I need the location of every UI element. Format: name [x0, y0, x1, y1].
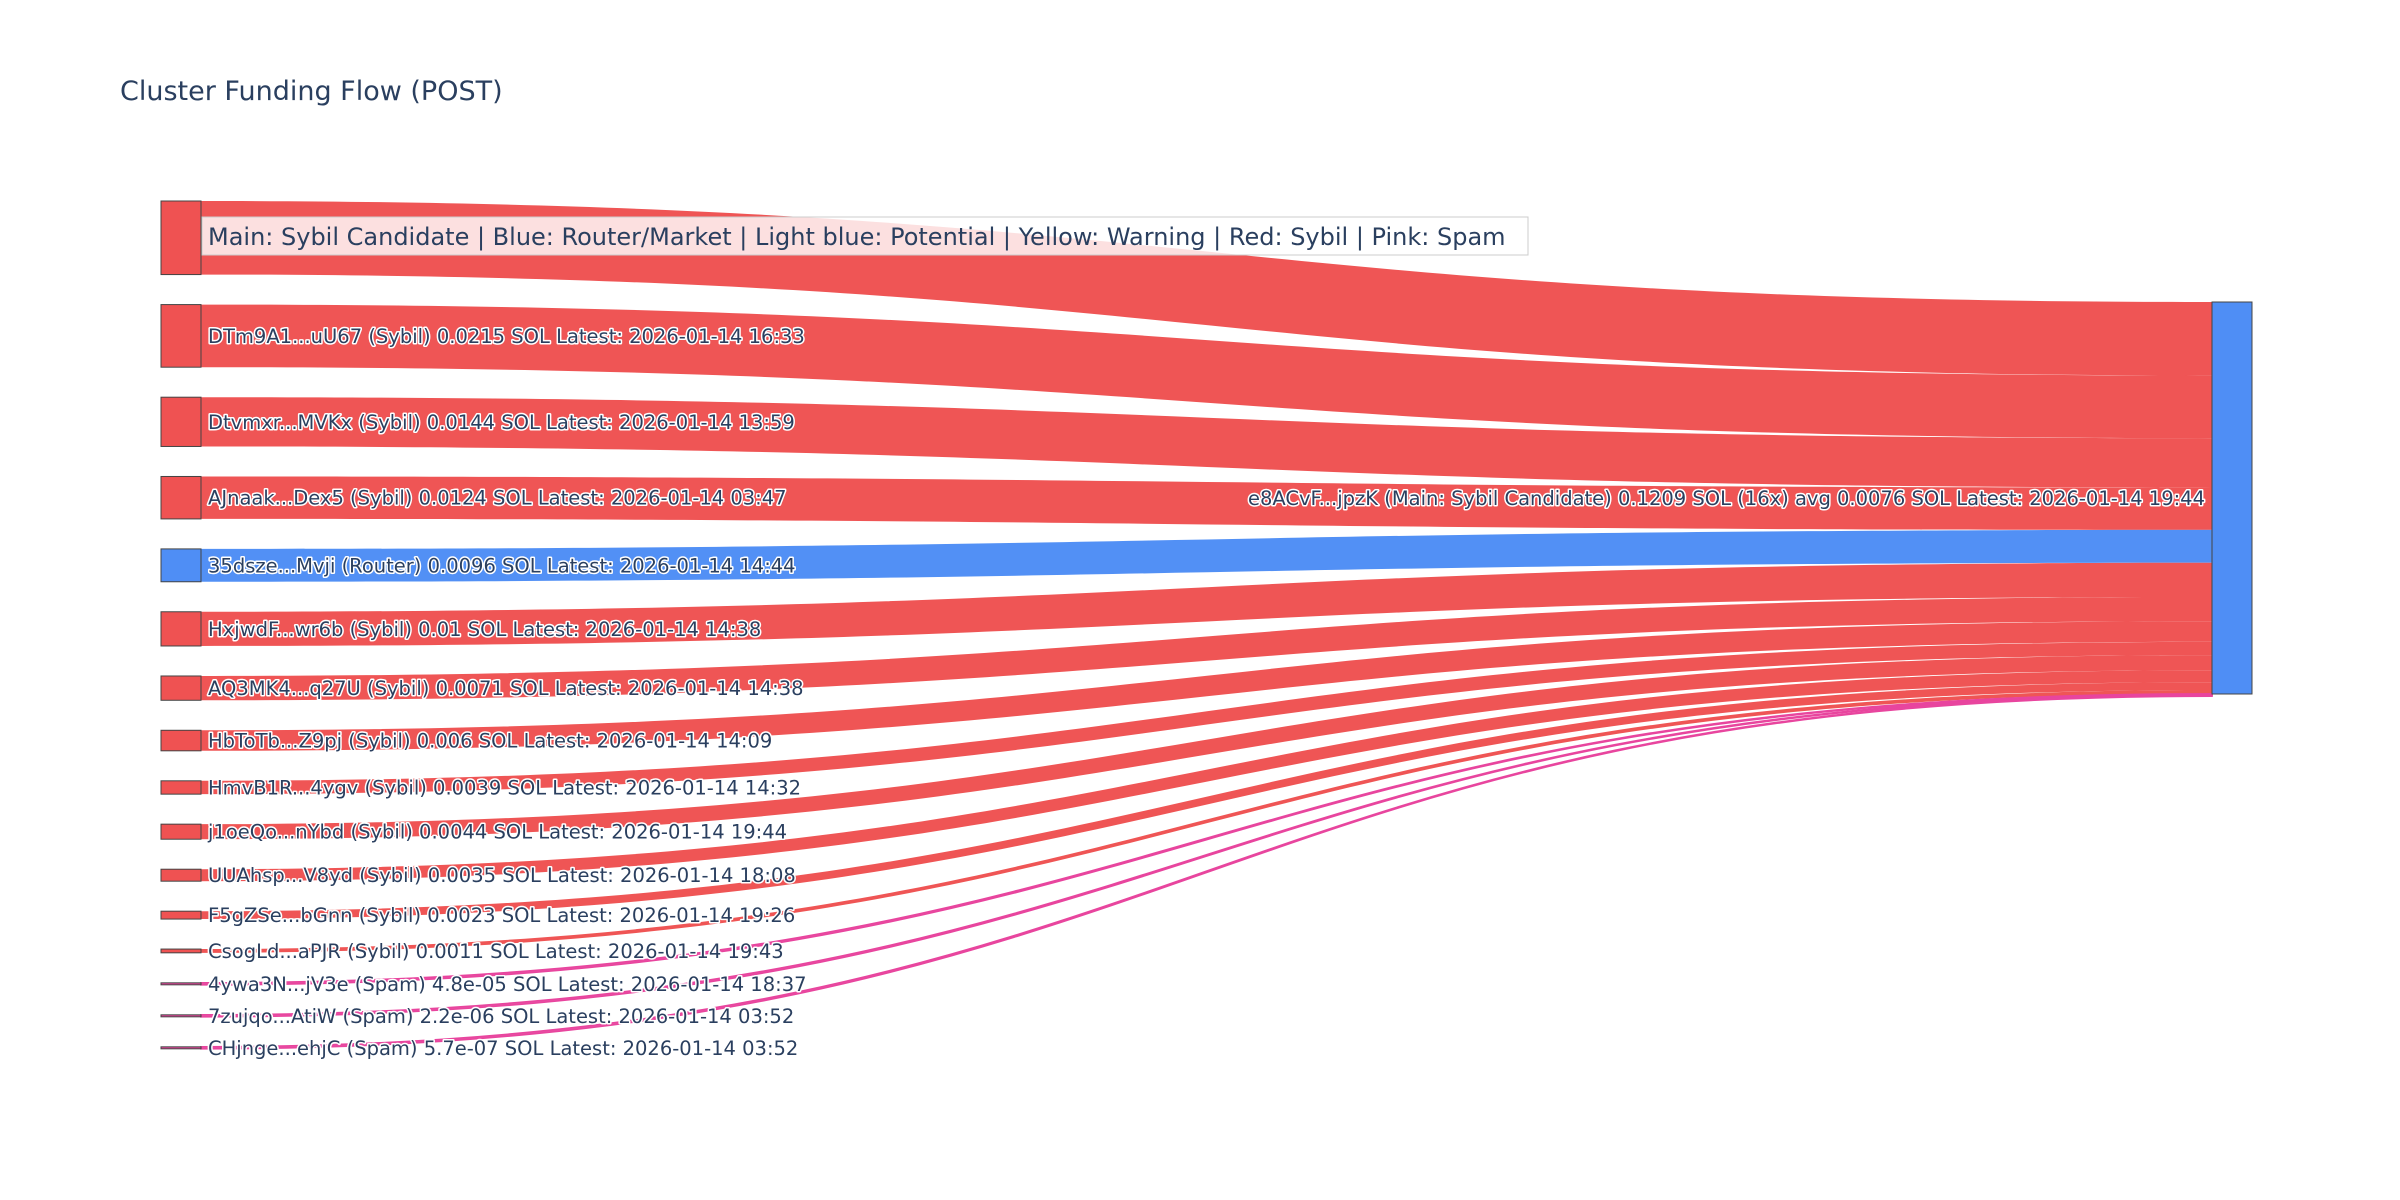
flow-link-9 — [201, 655, 2212, 840]
flow-links — [200, 201, 2213, 1050]
source-node-1 — [160, 304, 202, 368]
source-label-5: HxjwdF...wr6b (Sybil) 0.01 SOL Latest: 2… — [208, 618, 761, 641]
source-node-7 — [160, 729, 202, 752]
flow-link-1 — [201, 304, 2212, 439]
source-node-6 — [160, 675, 202, 701]
source-label-14: 7zujqo...AtiW (Spam) 2.2e-06 SOL Latest:… — [208, 1005, 794, 1028]
source-label-6: AQ3MK4...q27U (Sybil) 0.0071 SOL Latest:… — [208, 677, 804, 700]
flow-link-12 — [201, 690, 2212, 953]
flow-link-6 — [201, 596, 2212, 701]
source-node-0 — [160, 200, 202, 276]
source-node-9 — [160, 823, 202, 840]
source-node-2 — [160, 396, 202, 447]
source-label-8: HmvB1R...4ygv (Sybil) 0.0039 SOL Latest:… — [208, 776, 801, 799]
source-node-15 — [160, 1046, 202, 1050]
source-node-5 — [160, 611, 202, 647]
target-label: e8ACvF...jpzK (Main: Sybil Candidate) 0.… — [1248, 487, 2205, 510]
source-label-1: DTm9A1...uU67 (Sybil) 0.0215 SOL Latest:… — [208, 325, 805, 348]
source-node-4 — [160, 548, 202, 583]
source-node-10 — [160, 868, 202, 882]
flow-link-2 — [201, 397, 2212, 488]
source-label-9: j1oeQo...nYbd (Sybil) 0.0044 SOL Latest:… — [207, 821, 787, 844]
source-label-2: Dtvmxr...MVKx (Sybil) 0.0144 SOL Latest:… — [208, 411, 795, 434]
flow-link-15 — [200, 694, 2213, 1050]
source-label-11: F5gZSe...bGnn (Sybil) 0.0023 SOL Latest:… — [208, 904, 795, 927]
flow-link-7 — [201, 621, 2212, 751]
target-node — [2211, 301, 2253, 695]
source-label-12: CsogLd...aPJR (Sybil) 0.0011 SOL Latest:… — [208, 940, 784, 963]
chart-title: Cluster Funding Flow (POST) — [120, 76, 503, 107]
flow-link-8 — [201, 641, 2212, 795]
legend-box — [201, 216, 1529, 256]
flow-link-5 — [201, 562, 2212, 646]
source-node-13 — [160, 982, 202, 986]
source-label-10: UUAhsp...V8yd (Sybil) 0.0035 SOL Latest:… — [208, 864, 796, 887]
legend: Main: Sybil Candidate | Blue: Router/Mar… — [201, 216, 1529, 256]
source-label-3: AJnaak...Dex5 (Sybil) 0.0124 SOL Latest:… — [208, 487, 787, 510]
flow-link-3 — [201, 476, 2212, 530]
source-label-7: HbToTb...Z9pj (Sybil) 0.006 SOL Latest: … — [208, 730, 772, 753]
source-node-3 — [160, 475, 202, 520]
source-node-14 — [160, 1014, 202, 1018]
source-label-4: 35dsze...Mvji (Router) 0.0096 SOL Latest… — [208, 554, 796, 577]
flow-link-4 — [201, 529, 2212, 582]
source-label-15: CHjnge...ehjC (Spam) 5.7e-07 SOL Latest:… — [208, 1037, 798, 1060]
node-labels: DTm9A1...uU67 (Sybil) 0.0215 SOL Latest:… — [206, 323, 2207, 1061]
flow-nodes — [160, 200, 2253, 1050]
source-node-11 — [160, 910, 202, 920]
source-label-13: 4ywa3N...jV3e (Spam) 4.8e-05 SOL Latest:… — [208, 973, 807, 996]
source-node-8 — [160, 780, 202, 795]
flow-link-11 — [201, 682, 2212, 920]
source-node-12 — [160, 948, 202, 954]
flow-link-10 — [201, 670, 2212, 882]
legend-text: Main: Sybil Candidate | Blue: Router/Mar… — [208, 223, 1506, 251]
